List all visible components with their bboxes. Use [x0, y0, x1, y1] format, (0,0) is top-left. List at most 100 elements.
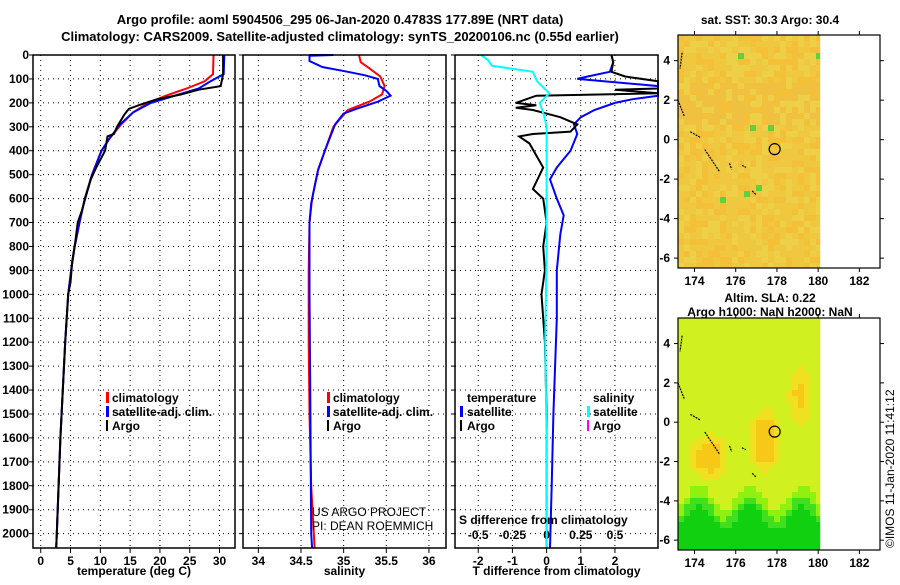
heatmap-cell: [738, 245, 744, 251]
heatmap-cell: [750, 348, 756, 354]
heatmap-cell: [690, 257, 696, 263]
heatmap-cell: [804, 173, 810, 179]
lat-tick-label: 4: [663, 337, 670, 351]
heatmap-cell: [762, 113, 768, 119]
heatmap-cell: [816, 149, 821, 155]
heatmap-cell: [720, 83, 726, 89]
heatmap-cell: [702, 546, 708, 550]
heatmap-cell: [768, 107, 774, 113]
heatmap-cell: [816, 402, 821, 408]
heatmap-cell: [720, 468, 726, 474]
heatmap-cell: [732, 125, 738, 131]
heatmap-cell: [702, 107, 708, 113]
heatmap-cell: [684, 161, 690, 167]
heatmap-cell: [684, 462, 690, 468]
heatmap-cell: [750, 402, 756, 408]
heatmap-cell: [690, 245, 696, 251]
heatmap-cell: [762, 83, 768, 89]
heatmap-cell: [804, 107, 810, 113]
heatmap-cell: [726, 462, 732, 468]
heatmap-cell: [690, 233, 696, 239]
heatmap-cell: [804, 516, 810, 522]
heatmap-cell: [714, 167, 720, 173]
heatmap-cell: [714, 420, 720, 426]
heatmap-cell: [702, 119, 708, 125]
heatmap-cell: [702, 233, 708, 239]
heatmap-cell: [738, 486, 744, 492]
heatmap-cell: [768, 257, 774, 263]
heatmap-cell: [780, 263, 786, 268]
legend-climatology: climatology: [112, 391, 179, 405]
heatmap-cell: [708, 179, 714, 185]
lat-tick-label: 2: [663, 376, 670, 390]
heatmap-cell: [768, 486, 774, 492]
heatmap-cell: [732, 360, 738, 366]
heatmap-cell: [762, 95, 768, 101]
heatmap-cell: [750, 41, 756, 47]
heatmap-cell: [678, 366, 684, 372]
heatmap-cell: [810, 498, 816, 504]
heatmap-cell: [774, 516, 780, 522]
heatmap-cell: [756, 378, 762, 384]
heatmap-cell: [768, 233, 774, 239]
heatmap-cell: [690, 65, 696, 71]
heatmap-cell: [810, 137, 816, 143]
heatmap-cell: [738, 89, 744, 95]
heatmap-cell: [762, 149, 768, 155]
heatmap-cell: [708, 384, 714, 390]
title-line-2: Climatology: CARS2009. Satellite-adjuste…: [61, 29, 619, 44]
heatmap-cell: [804, 522, 810, 528]
heatmap-cell: [786, 41, 792, 47]
x-tick-label: -2: [473, 554, 484, 568]
heatmap-cell: [816, 330, 821, 336]
x-tick-label: 15: [123, 554, 137, 568]
heatmap-cell: [678, 137, 684, 143]
heatmap-cell: [804, 540, 810, 546]
heatmap-cell: [702, 95, 708, 101]
heatmap-cell: [696, 498, 702, 504]
heatmap-cell: [774, 414, 780, 420]
heatmap-cell: [714, 402, 720, 408]
heatmap-cell: [786, 239, 792, 245]
heatmap-cell: [702, 77, 708, 83]
heatmap-cell: [756, 137, 762, 143]
heatmap-cell: [684, 492, 690, 498]
heatmap-cell: [786, 408, 792, 414]
heatmap-cell: [720, 65, 726, 71]
heatmap-cell: [774, 360, 780, 366]
heatmap-cell: [708, 191, 714, 197]
heatmap-cell: [804, 432, 810, 438]
heatmap-cell: [696, 101, 702, 107]
heatmap-cell: [714, 318, 720, 324]
heatmap-cell: [726, 486, 732, 492]
heatmap-cell: [684, 390, 690, 396]
heatmap-cell: [792, 83, 798, 89]
heatmap-cell: [720, 167, 726, 173]
heatmap-cell: [708, 113, 714, 119]
heatmap-cell: [810, 251, 816, 257]
heatmap-cell: [678, 360, 684, 366]
heatmap-cell: [744, 179, 750, 185]
heatmap-cell: [756, 498, 762, 504]
heatmap-cell: [702, 510, 708, 516]
heatmap-cell: [708, 209, 714, 215]
heatmap-cell: [678, 318, 684, 324]
heatmap-cell: [708, 522, 714, 528]
heatmap-cell: [768, 504, 774, 510]
heatmap-cell: [738, 534, 744, 540]
heatmap-cell: [720, 173, 726, 179]
heatmap-cell: [684, 47, 690, 53]
heatmap-cell: [744, 77, 750, 83]
heatmap-cell: [678, 384, 684, 390]
heatmap-cell: [762, 384, 768, 390]
heatmap-cell: [738, 113, 744, 119]
heatmap-cell: [720, 486, 726, 492]
heatmap-cell: [744, 53, 750, 59]
plot-frame: [32, 54, 236, 549]
heatmap-cell: [750, 390, 756, 396]
heatmap-cell: [774, 540, 780, 546]
heatmap-cell: [678, 528, 684, 534]
heatmap-cell: [744, 486, 750, 492]
heatmap-cell: [780, 209, 786, 215]
